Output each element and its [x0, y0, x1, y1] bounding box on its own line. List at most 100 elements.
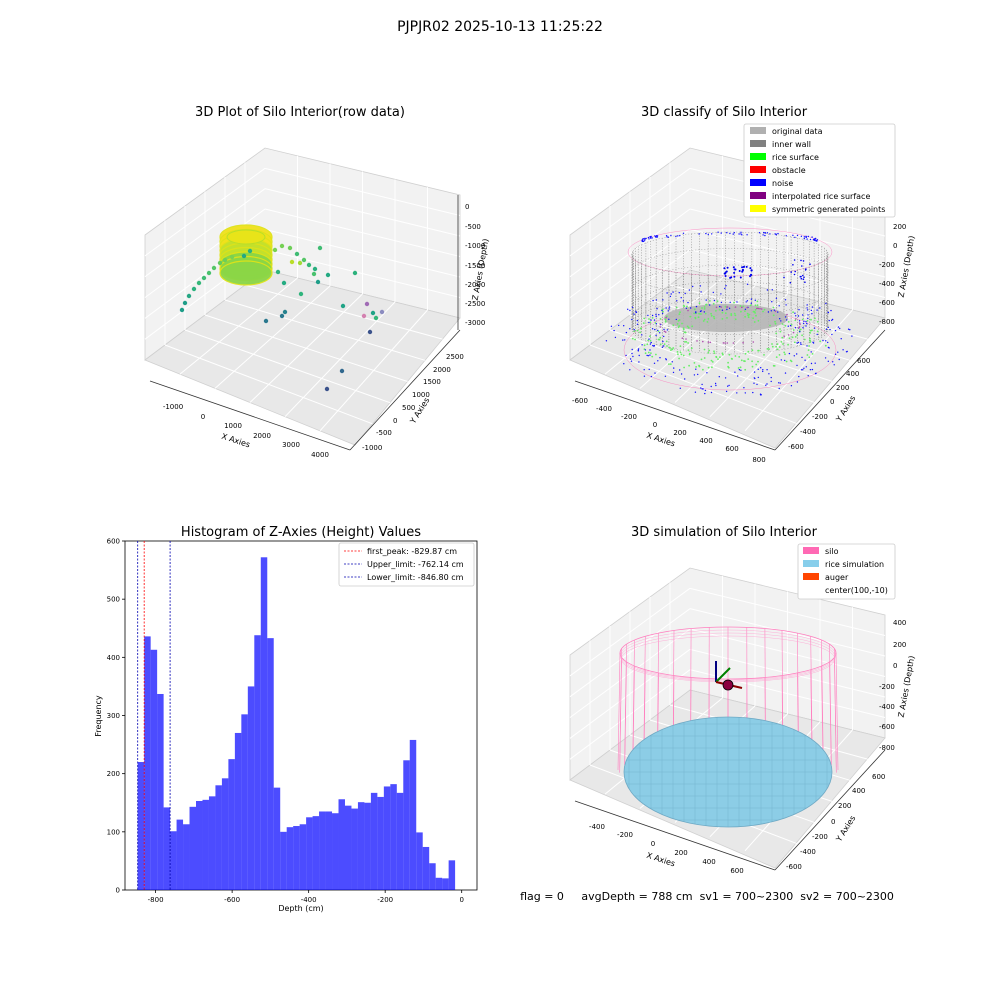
hist-bar [273, 787, 281, 890]
hist-bar [157, 693, 164, 890]
noise-point [796, 364, 798, 367]
raw-y-tick: 1500 [423, 378, 441, 386]
noise-point [810, 351, 812, 353]
noise-point [788, 352, 791, 355]
noise-point [682, 300, 685, 302]
noise-point [785, 304, 787, 306]
noise-point [656, 236, 658, 238]
noise-point [644, 238, 646, 241]
inner-wall-ring [631, 281, 829, 335]
noise-point [754, 299, 756, 301]
noise-point [832, 361, 834, 363]
noise-point [734, 371, 736, 373]
noise-point [720, 301, 723, 304]
noise-point [649, 349, 651, 351]
noise-point [825, 340, 827, 342]
sim-y-tick: -200 [812, 833, 828, 841]
noise-point [637, 350, 639, 352]
raw-x-axis-line [149, 380, 351, 451]
interpolated-point [734, 306, 737, 308]
noise-point [733, 268, 736, 271]
classify-y-tick: -200 [812, 413, 828, 421]
interpolated-point [741, 306, 743, 309]
hist-bar [332, 813, 339, 890]
legend-swatch [750, 127, 766, 134]
noise-point [803, 237, 805, 240]
noise-point [721, 309, 724, 311]
hist-bar [196, 801, 203, 890]
noise-point [698, 233, 700, 235]
noise-point [746, 300, 749, 302]
noise-point [666, 236, 668, 238]
raw-z-tick: -1500 [465, 262, 485, 270]
rice-surface-point [711, 366, 713, 369]
noise-point [834, 329, 837, 332]
rice-surface-point [739, 305, 742, 307]
noise-point [662, 299, 664, 301]
noise-point [665, 307, 667, 309]
data-point [297, 260, 303, 266]
rice-surface-point [810, 318, 812, 321]
classify-y-tick: 200 [836, 384, 849, 392]
sim-z-tick: -200 [879, 683, 895, 691]
noise-point [827, 360, 829, 362]
noise-point [631, 352, 633, 355]
noise-point [815, 372, 817, 374]
legend-label: Upper_limit: -762.14 cm [367, 560, 464, 569]
noise-point [688, 289, 691, 291]
rice-surface-point [757, 319, 760, 322]
noise-point [670, 234, 672, 237]
rice-surface-point [634, 338, 636, 341]
rice-surface-point [712, 302, 715, 305]
rice-surface-point [816, 330, 819, 333]
rice-surface-point [746, 312, 749, 315]
legend-label: obstacle [772, 166, 806, 175]
data-point [352, 270, 358, 276]
noise-point [704, 389, 707, 392]
rice-surface-point [753, 310, 756, 313]
legend-label: center(100,-10) [825, 586, 888, 595]
noise-point [825, 328, 828, 330]
noise-point [792, 234, 794, 236]
data-point [301, 257, 307, 263]
noise-point [828, 319, 830, 322]
rice-surface-point [694, 317, 697, 320]
noise-point [746, 283, 749, 285]
hist-bar [357, 802, 365, 890]
noise-point [725, 285, 727, 287]
rice-surface-point [719, 356, 721, 358]
noise-point [760, 367, 762, 369]
classify-z-tick: -200 [879, 261, 895, 269]
noise-point [657, 329, 659, 332]
rice-surface-point [744, 310, 746, 312]
rice-surface-point [796, 334, 798, 336]
rice-surface-point [819, 340, 822, 343]
noise-point [814, 362, 816, 364]
legend-label: noise [772, 179, 793, 188]
raw-y-tick: 2000 [433, 366, 451, 374]
noise-point [706, 372, 708, 374]
classify-x-tick: 600 [725, 445, 738, 453]
rice-surface-point [775, 356, 778, 358]
hist-bar [286, 827, 294, 890]
rice-surface-point [740, 310, 742, 313]
hist-bar [241, 714, 248, 890]
raw-z-tick: -2000 [465, 281, 485, 289]
noise-point [831, 333, 833, 336]
interpolated-point [659, 323, 661, 325]
data-point [311, 271, 317, 277]
noise-point [799, 275, 802, 278]
noise-point [802, 369, 804, 371]
noise-point [745, 301, 747, 303]
rice-surface-point [733, 312, 736, 315]
rice-surface-point [790, 323, 793, 326]
data-point [272, 247, 278, 253]
noise-point [816, 309, 818, 311]
noise-point [655, 315, 657, 318]
noise-point [792, 264, 794, 266]
noise-point [625, 354, 627, 357]
data-point [289, 259, 295, 265]
raw-grid [144, 155, 461, 432]
noise-point [815, 240, 817, 242]
